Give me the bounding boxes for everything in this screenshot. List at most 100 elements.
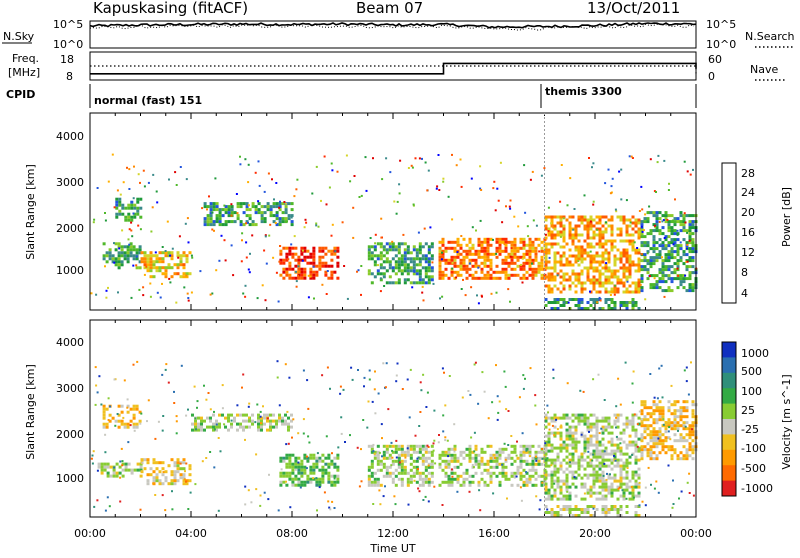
heat-cell-8 [685,265,689,269]
heat-cell-3 [233,416,236,420]
heat-cell-5 [400,257,404,261]
heat-cell-3 [281,211,285,215]
heat-cell-7 [607,269,611,273]
speckle-point [592,507,595,510]
heat-cell-7 [631,488,635,492]
speckle-point [244,438,246,441]
heat-cell-7 [595,455,599,459]
heat-cell-6 [507,453,511,457]
speckle-point [297,461,300,464]
heat-cell-7 [604,449,608,453]
heat-cell-8 [691,214,695,218]
heat-cell-4 [321,459,325,463]
heat-cell-7 [619,437,623,441]
heat-cell-8 [643,427,647,431]
heat-cell-2 [179,263,183,267]
power-ylabel: Slant Range [km] [24,164,37,260]
heat-cell-9 [553,514,557,517]
heat-cell-8 [679,406,683,410]
heat-cell-3 [200,419,203,423]
heat-cell-6 [540,474,544,478]
heat-cell-9 [607,307,611,310]
heat-cell-3 [290,419,293,423]
velocity-ytick-1000: 1000 [56,472,84,485]
heat-cell-8 [682,280,686,284]
heat-cell-3 [206,425,209,429]
heat-cell-6 [513,273,517,277]
speckle-point [307,296,310,299]
speckle-point [620,198,623,201]
heat-cell-7 [628,272,632,276]
heat-cell-7 [562,458,566,462]
heat-cell-8 [691,421,695,425]
heat-cell-5 [367,465,371,469]
heat-cell-4 [312,273,316,277]
heat-cell-7 [631,440,635,444]
heat-cell-3 [245,214,249,218]
speckle-point [285,443,288,446]
heat-cell-8 [649,454,653,458]
heat-cell-6 [459,483,463,487]
speckle-point [297,265,300,268]
heat-cell-3 [227,428,230,432]
heat-cell-7 [622,281,626,285]
heat-cell-9 [592,505,596,508]
heat-cell-7 [598,440,602,444]
heat-cell-6 [465,255,469,259]
speckle-point [356,446,359,449]
speckle-point [424,495,427,498]
heat-cell-0 [132,404,136,408]
heat-cell-9 [622,304,626,307]
heat-cell-8 [667,445,671,449]
speckle-point [522,387,525,390]
heat-cell-6 [477,465,481,469]
heat-cell-5 [403,465,407,469]
heat-cell-6 [522,237,526,241]
heat-cell-1 [103,468,107,472]
heat-cell-5 [397,242,401,246]
heat-cell-6 [543,480,547,484]
heat-cell-8 [661,280,665,284]
heat-cell-7 [619,473,623,477]
heat-cell-5 [427,260,431,264]
heat-cell-3 [287,425,290,429]
heat-cell-4 [279,474,283,478]
heat-cell-6 [438,252,442,256]
speckle-point [339,392,342,395]
heat-cell-7 [580,281,584,285]
speckle-point [325,203,328,206]
heat-cell-7 [574,257,578,261]
heat-cell-9 [583,511,587,514]
speckle-point [560,164,563,166]
heat-cell-7 [562,482,566,486]
heat-cell-6 [495,462,499,466]
heat-cell-6 [504,243,508,247]
speckle-point [517,225,520,228]
vel-cbar-tick-100: 100 [741,385,762,398]
heat-cell-6 [471,474,475,478]
heat-cell-5 [418,263,422,267]
speckle-point [173,390,175,393]
colorbar-swatch [722,419,736,435]
heat-cell-7 [631,245,635,249]
heat-cell-7 [604,416,608,420]
heat-cell-3 [230,205,234,209]
heat-cell-7 [589,242,593,246]
speckle-point [113,261,116,264]
speckle-point [467,390,470,392]
heat-cell-5 [397,471,401,475]
heat-cell-8 [691,247,695,251]
heat-cell-0 [132,422,136,426]
heat-cell-2 [182,266,186,270]
heat-cell-6 [453,444,457,448]
heat-cell-9 [634,301,638,304]
heat-cell-7 [604,419,608,423]
heat-cell-7 [601,425,605,429]
heat-cell-7 [613,287,617,291]
heat-cell-7 [547,272,551,276]
heat-cell-7 [577,239,581,243]
speckle-point [416,468,419,470]
heat-cell-6 [447,276,451,280]
heat-cell-5 [370,245,374,249]
heat-cell-6 [489,477,493,481]
